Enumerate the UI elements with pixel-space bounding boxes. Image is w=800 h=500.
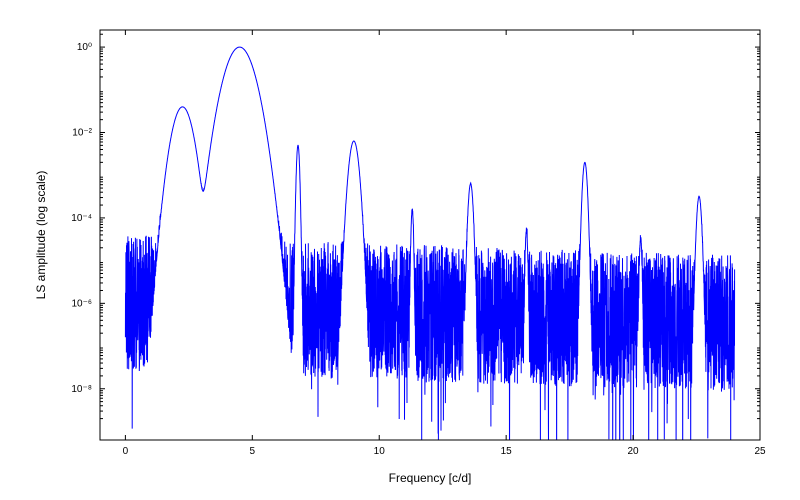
x-tick-label: 0	[123, 446, 129, 457]
ls-amplitude-spectrum: 0 5 10 15 20 25 10⁻⁸ 10⁻⁶ 10⁻⁴ 10⁻² 10⁰ Frequency […	[0, 0, 800, 500]
x-tick-label: 20	[628, 446, 640, 457]
x-axis-label: Frequency [c/d]	[389, 471, 472, 485]
x-tick-label: 15	[501, 446, 513, 457]
y-tick-label: 10⁰	[77, 42, 92, 53]
y-tick-label: 10⁻⁶	[71, 298, 92, 309]
x-tick-label: 10	[374, 446, 386, 457]
y-tick-label: 10⁻⁴	[71, 213, 92, 224]
y-tick-label: 10⁻²	[72, 128, 92, 139]
y-axis-label: LS amplitude (log scale)	[34, 171, 48, 300]
x-tick-label: 25	[754, 446, 766, 457]
y-tick-label: 10⁻⁸	[71, 384, 92, 395]
x-tick-label: 5	[250, 446, 256, 457]
